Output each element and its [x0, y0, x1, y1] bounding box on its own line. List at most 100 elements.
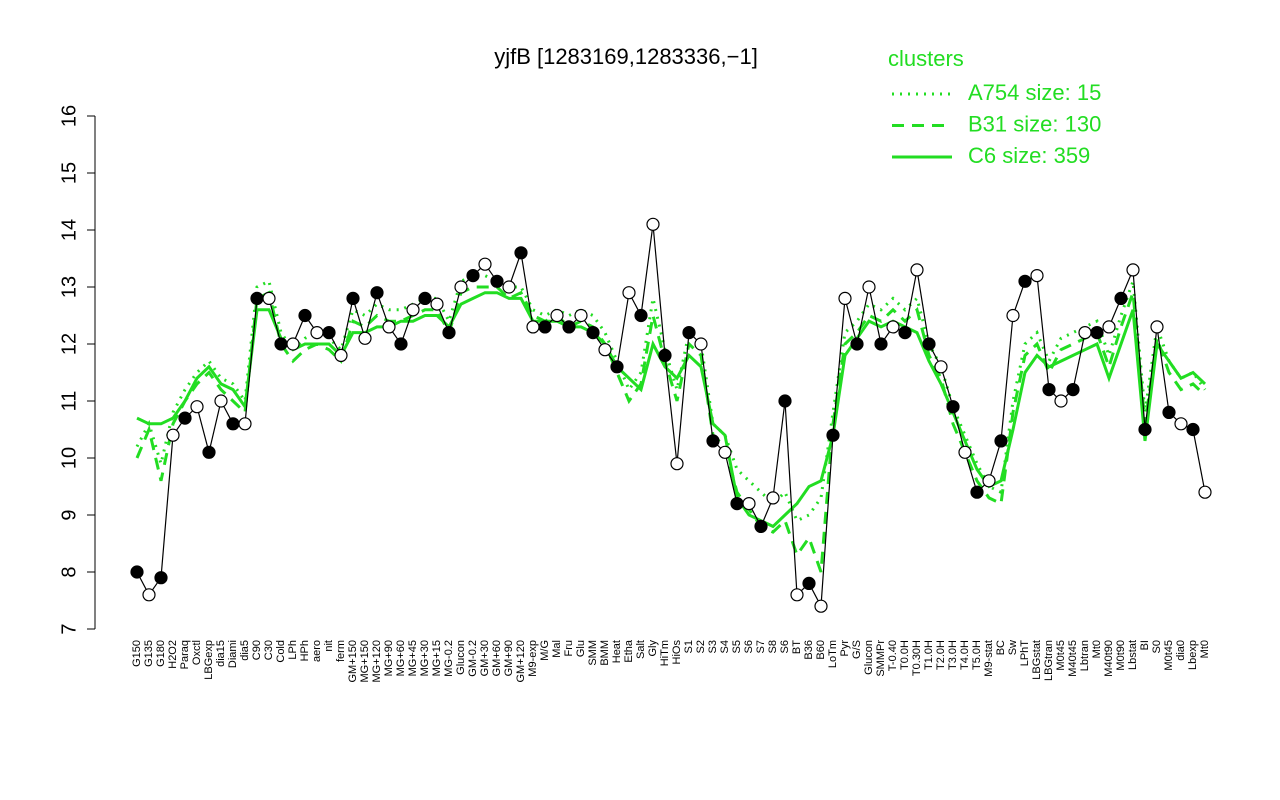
gene-point	[1090, 326, 1104, 340]
gene-point	[562, 320, 576, 334]
gene-point	[802, 576, 816, 591]
gene-point	[970, 485, 984, 499]
x-tick-label: G/S	[851, 640, 863, 659]
x-tick-label: LPhT	[1019, 640, 1031, 667]
gene-point	[202, 445, 216, 459]
gene-point	[274, 337, 288, 351]
gene-point	[1102, 320, 1116, 334]
x-tick-label: S5	[731, 640, 743, 653]
x-tick-label: C90	[251, 640, 263, 660]
gene-point	[838, 291, 852, 305]
gene-point	[1054, 394, 1068, 408]
gene-point	[310, 326, 324, 340]
y-tick-label: 15	[58, 162, 80, 184]
x-tick-label: LoTm	[827, 640, 839, 668]
gene-point	[406, 303, 420, 317]
x-tick-label: T2.0H	[935, 640, 947, 670]
x-tick-label: MG+120	[371, 640, 383, 683]
gene-point	[262, 291, 276, 305]
gene-point	[814, 599, 828, 613]
gene-point	[718, 445, 732, 459]
x-tick-label: GM+120	[515, 640, 527, 683]
x-tick-label: Paraq	[179, 640, 191, 669]
x-tick-label: LBGstat	[1031, 640, 1043, 680]
x-tick-label: GM+30	[479, 640, 491, 676]
gene-point	[442, 326, 456, 340]
x-tick-label: S0	[1151, 640, 1163, 653]
gene-point	[778, 394, 792, 408]
y-tick-label: 8	[58, 566, 80, 577]
gene-point	[1174, 417, 1188, 431]
x-tick-label: Sw	[1007, 640, 1019, 655]
x-tick-label: Fru	[563, 640, 575, 657]
gene-point	[658, 348, 672, 362]
gene-point	[682, 326, 696, 340]
x-tick-label: nit	[323, 640, 335, 652]
x-tick-label: Cold	[275, 640, 287, 663]
x-tick-label: GM+60	[491, 640, 503, 676]
x-tick-label: HiOs	[671, 640, 683, 665]
gene-point	[418, 291, 432, 305]
x-tick-label: aero	[311, 640, 323, 662]
x-tick-label: LBGexp	[203, 640, 215, 680]
gene-point	[1006, 308, 1020, 323]
x-tick-label: GM-0.2	[467, 640, 479, 677]
x-tick-label: GM+150	[347, 640, 359, 683]
x-tick-label: Mt0	[1199, 640, 1211, 658]
gene-point	[586, 326, 600, 340]
gene-point	[946, 400, 960, 414]
legend-label: A754 size: 15	[968, 80, 1101, 105]
gene-point	[874, 337, 888, 351]
gene-point	[478, 257, 492, 271]
x-tick-label: Glu	[575, 640, 587, 657]
x-tick-label: Lbtran	[1079, 640, 1091, 671]
gene-point	[238, 417, 252, 431]
gene-point	[958, 445, 972, 459]
gene-point	[526, 320, 540, 334]
gene-point	[850, 337, 864, 351]
gene-point	[358, 331, 372, 345]
gene-point	[934, 360, 948, 374]
gene-point	[538, 320, 552, 334]
x-tick-label: BT	[791, 640, 803, 654]
y-tick-label: 12	[58, 333, 80, 355]
gene-point	[646, 217, 660, 231]
x-tick-label: Salt	[635, 640, 647, 659]
gene-point	[346, 291, 360, 305]
legend-title: clusters	[888, 46, 964, 71]
gene-point	[634, 308, 648, 323]
x-tick-label: Glucon	[455, 640, 467, 675]
x-tick-label: S6	[743, 640, 755, 653]
gene-point	[550, 308, 564, 323]
x-tick-label: SMMPr	[875, 640, 887, 677]
x-tick-label: Diami	[227, 640, 239, 668]
cluster-line	[135, 285, 1207, 573]
gene-point	[490, 274, 504, 288]
x-tick-label: MG+60	[395, 640, 407, 676]
gene-point	[742, 497, 756, 511]
gene-point	[298, 308, 312, 323]
x-tick-label: Oxctl	[191, 640, 203, 665]
x-tick-label: B36	[803, 640, 815, 660]
x-tick-label: M40t45	[1067, 640, 1079, 677]
gene-point	[142, 588, 156, 602]
y-tick-label: 13	[58, 276, 80, 298]
gene-point	[862, 280, 876, 294]
gene-point	[1198, 485, 1212, 499]
x-tick-label: dia15	[215, 640, 227, 667]
gene-point	[982, 474, 996, 488]
gene-point	[1138, 422, 1152, 437]
gene-point	[454, 280, 468, 294]
x-tick-label: LPh	[287, 640, 299, 660]
x-tick-label: M0t90	[1115, 640, 1127, 671]
x-tick-label: Pyr	[839, 640, 851, 657]
x-tick-label: S1	[683, 640, 695, 653]
x-tick-label: MG+30	[419, 640, 431, 676]
gene-point	[514, 246, 528, 260]
x-tick-label: S2	[695, 640, 707, 653]
x-tick-label: Mt0	[1091, 640, 1103, 658]
gene-point	[1042, 383, 1056, 397]
gene-point	[154, 571, 168, 585]
x-tick-label: HiTm	[659, 640, 671, 666]
